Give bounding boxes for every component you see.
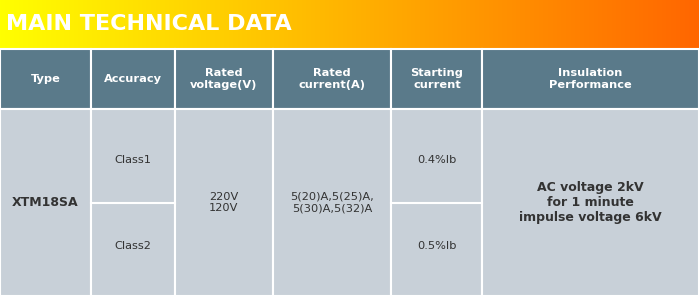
Text: 220V
120V: 220V 120V <box>209 192 238 213</box>
Bar <box>482 110 699 296</box>
Text: 0.5%Ib: 0.5%Ib <box>417 241 456 251</box>
Bar <box>0 110 91 296</box>
Text: 0.4%Ib: 0.4%Ib <box>417 155 456 165</box>
Bar <box>391 49 482 110</box>
Text: MAIN TECHNICAL DATA: MAIN TECHNICAL DATA <box>6 15 291 34</box>
Bar <box>0 49 91 110</box>
Text: Rated
voltage(V): Rated voltage(V) <box>190 68 257 90</box>
Bar <box>91 110 175 296</box>
Text: Class2: Class2 <box>115 241 151 251</box>
Bar <box>175 110 273 296</box>
Bar <box>391 110 482 296</box>
Bar <box>175 49 273 110</box>
Text: AC voltage 2kV
for 1 minute
impulse voltage 6kV: AC voltage 2kV for 1 minute impulse volt… <box>519 181 662 224</box>
Text: Class1: Class1 <box>115 155 151 165</box>
Text: Insulation
Performance: Insulation Performance <box>549 68 632 90</box>
Text: Type: Type <box>31 74 60 84</box>
Text: XTM18SA: XTM18SA <box>12 196 79 209</box>
Text: Starting
current: Starting current <box>410 68 463 90</box>
Bar <box>482 49 699 110</box>
Text: Rated
current(A): Rated current(A) <box>298 68 366 90</box>
Bar <box>273 110 391 296</box>
Text: 5(20)A,5(25)A,
5(30)A,5(32)A: 5(20)A,5(25)A, 5(30)A,5(32)A <box>290 192 374 213</box>
Bar <box>91 49 175 110</box>
Bar <box>273 49 391 110</box>
Text: Accuracy: Accuracy <box>104 74 161 84</box>
